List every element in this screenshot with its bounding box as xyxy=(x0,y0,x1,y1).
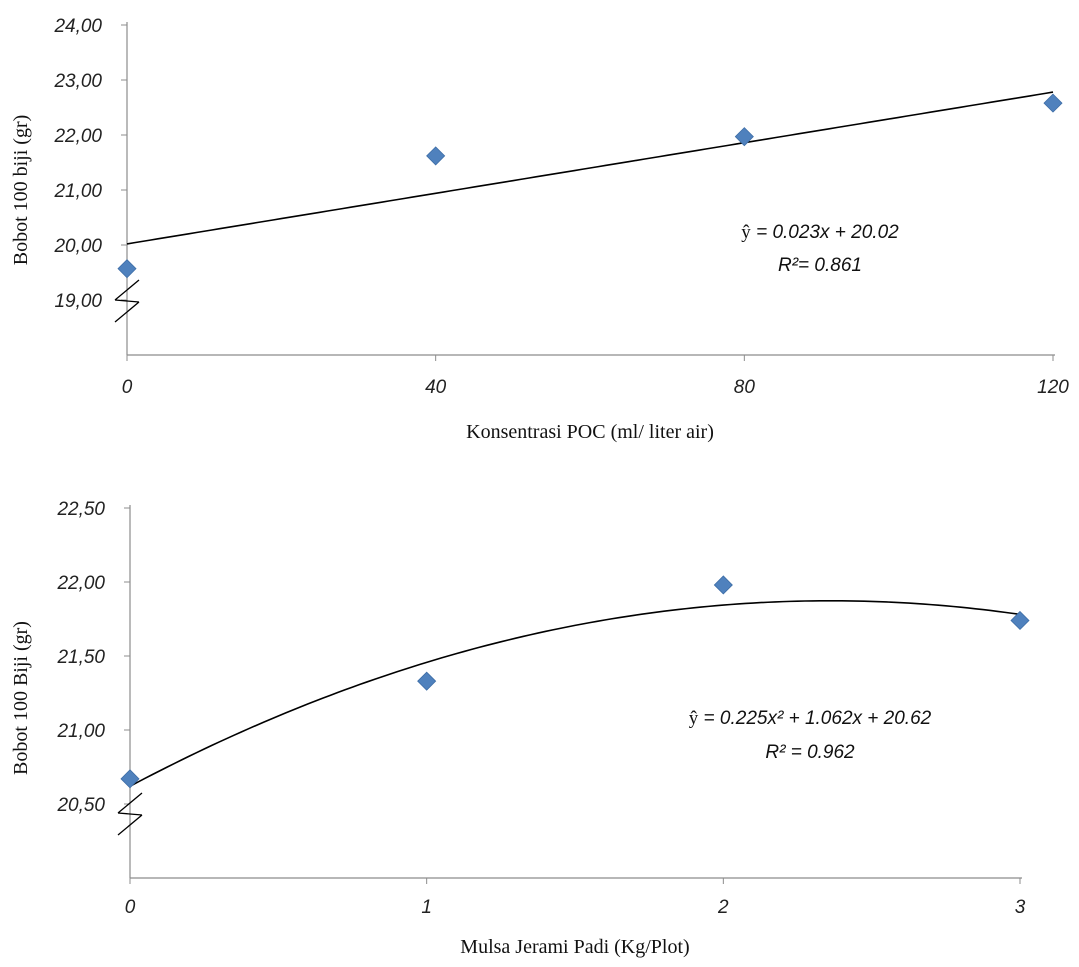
y-tick-label: 22,00 xyxy=(53,126,102,147)
x-tick-label: 40 xyxy=(425,377,447,398)
x-tick-label: 80 xyxy=(734,377,756,398)
data-point-diamond xyxy=(1043,93,1063,113)
axis-break-icon xyxy=(117,792,143,836)
regression-equation: ŷ = 0.023x + 20.02 xyxy=(741,222,899,243)
regression-equation: ŷ = 0.225x² + 1.062x + 20.62 xyxy=(689,708,932,729)
equation-text: = 0.023x + 20.02 xyxy=(751,222,899,243)
data-point-diamond xyxy=(117,259,137,279)
x-tick-label: 0 xyxy=(122,377,133,398)
y-tick-label: 24,00 xyxy=(53,16,102,37)
equation-hat: ŷ xyxy=(741,222,751,243)
y-tick-label: 23,00 xyxy=(53,71,102,92)
y-tick-label: 20,00 xyxy=(53,236,102,257)
data-point-diamond xyxy=(120,769,140,789)
data-point-diamond xyxy=(417,671,437,691)
x-axis-title: Mulsa Jerami Padi (Kg/Plot) xyxy=(460,936,689,958)
x-tick-label: 0 xyxy=(125,897,136,918)
data-point-diamond xyxy=(426,146,446,166)
x-tick-label: 120 xyxy=(1037,377,1069,398)
x-tick-label: 1 xyxy=(421,897,432,918)
y-axis-title: Bobot 100 Biji (gr) xyxy=(10,621,32,775)
x-tick-label: 3 xyxy=(1015,897,1026,918)
x-tick-label: 2 xyxy=(717,897,729,918)
equation-text: = 0.225x² + 1.062x + 20.62 xyxy=(698,708,931,729)
y-tick-label: 21,50 xyxy=(56,647,105,668)
y-axis-title: Bobot 100 biji (gr) xyxy=(10,115,32,266)
r-squared-label: R² = 0.962 xyxy=(765,742,855,763)
data-point-diamond xyxy=(1010,610,1030,631)
trendline xyxy=(126,91,1054,245)
equation-hat: ŷ xyxy=(689,708,699,729)
data-point-diamond xyxy=(734,127,754,147)
r-squared-label: R²= 0.861 xyxy=(778,255,862,276)
y-tick-label: 21,00 xyxy=(56,721,105,742)
y-tick-label: 22,00 xyxy=(56,573,105,594)
y-tick-label: 21,00 xyxy=(53,181,102,202)
axis-break-icon xyxy=(114,279,140,323)
mulsa-chart: 20,50 21,00 21,50 22,00 22,50 0 1 2 3 ŷ = 0.225x²… xyxy=(10,499,1030,958)
y-tick-label: 19,00 xyxy=(54,291,102,312)
poc-chart: 19,00 20,00 21,00 22,00 23,00 24,00 0 40 80 120 ŷ … xyxy=(10,16,1069,443)
data-point-diamond xyxy=(713,575,733,595)
y-tick-label: 20,50 xyxy=(56,795,105,816)
x-axis-title: Konsentrasi POC (ml/ liter air) xyxy=(466,421,714,443)
trendline xyxy=(129,599,1021,787)
y-tick-label: 22,50 xyxy=(56,499,105,520)
